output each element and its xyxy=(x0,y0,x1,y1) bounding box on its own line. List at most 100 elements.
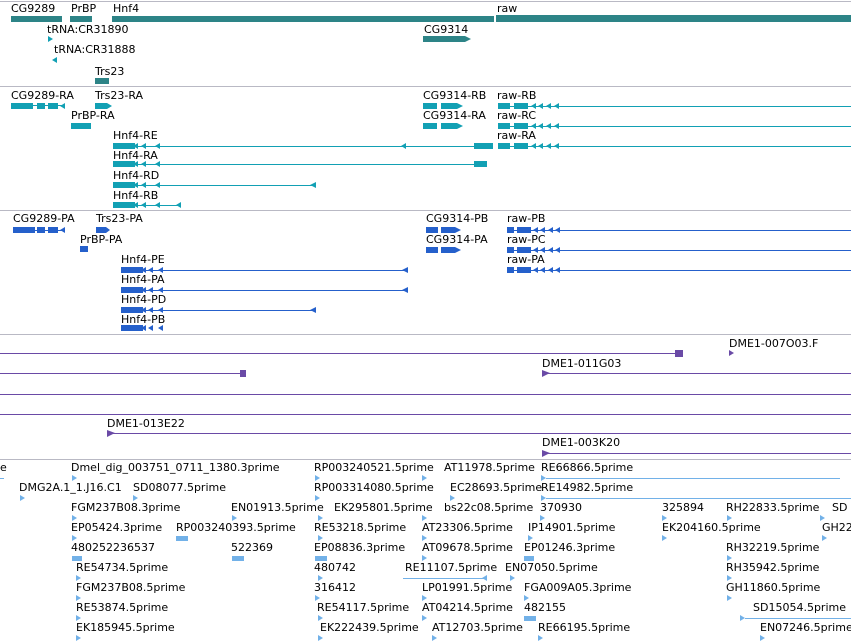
gene-feature-cg9314[interactable] xyxy=(423,36,465,42)
clone-label-dme1-011g03[interactable]: DME1-011G03 xyxy=(542,357,622,370)
gene-label-cg9289[interactable]: CG9289 xyxy=(11,2,56,15)
clone-feature-dme1-011g03[interactable] xyxy=(542,370,851,377)
est-feature[interactable] xyxy=(740,615,745,621)
protein-feature-hnf4-pa[interactable] xyxy=(121,287,408,293)
est-feature[interactable] xyxy=(72,475,77,481)
est-feature[interactable] xyxy=(76,575,81,581)
est-label[interactable]: RP003240521.5prime xyxy=(314,461,434,474)
est-feature[interactable] xyxy=(727,515,732,521)
est-feature[interactable] xyxy=(318,635,323,641)
est-feature[interactable] xyxy=(422,535,427,541)
protein-label-raw-pa[interactable]: raw-PA xyxy=(507,253,545,266)
transcript-label-hnf4-re[interactable]: Hnf4-RE xyxy=(113,129,158,142)
est-label[interactable]: RP003314080.5prime xyxy=(314,481,434,494)
est-label[interactable]: GH22 xyxy=(822,521,851,534)
protein-feature-raw-pc[interactable] xyxy=(507,247,851,253)
protein-label-raw-pc[interactable]: raw-PC xyxy=(507,233,546,246)
gene-label-raw[interactable]: raw xyxy=(497,2,518,15)
est-label[interactable]: EP01246.3prime xyxy=(524,541,616,554)
gene-feature-trna-cr31888[interactable] xyxy=(52,57,57,63)
est-feature[interactable] xyxy=(422,615,427,621)
est-label[interactable]: Dmel_dig_003751_0711_1380.3prime xyxy=(71,461,280,474)
est-label[interactable]: e xyxy=(0,461,7,474)
est-label[interactable]: EP08836.3prime xyxy=(314,541,406,554)
est-feature[interactable] xyxy=(524,616,536,621)
est-feature[interactable] xyxy=(133,495,138,501)
est-label[interactable]: RE11107.5prime xyxy=(405,561,498,574)
est-feature[interactable] xyxy=(315,475,320,481)
est-label[interactable]: LP01991.5prime xyxy=(422,581,513,594)
est-feature[interactable] xyxy=(727,595,732,601)
transcript-label-hnf4-rd[interactable]: Hnf4-RD xyxy=(113,169,160,182)
est-label[interactable]: RE54117.5prime xyxy=(317,601,410,614)
est-feature[interactable] xyxy=(538,635,543,641)
protein-feature-cg9289-pa[interactable] xyxy=(13,227,65,233)
est-feature[interactable] xyxy=(422,555,427,561)
est-feature[interactable] xyxy=(176,536,188,541)
est-label[interactable]: DMG2A.1_1.J16.C1 xyxy=(19,481,122,494)
protein-label-cg9289-pa[interactable]: CG9289-PA xyxy=(13,212,75,225)
est-feature[interactable] xyxy=(450,495,455,501)
est-label[interactable]: RE66866.5prime xyxy=(541,461,634,474)
est-label[interactable]: RH32219.5prime xyxy=(726,541,820,554)
est-label[interactable]: RE54734.5prime xyxy=(76,561,169,574)
transcript-label-prbp-ra[interactable]: PrBP-RA xyxy=(71,109,115,122)
est-label[interactable]: EK185945.5prime xyxy=(76,621,175,634)
est-feature[interactable] xyxy=(760,635,765,641)
protein-feature-prbp-pa[interactable] xyxy=(80,246,88,252)
gene-label-prbp[interactable]: PrBP xyxy=(71,2,97,15)
est-feature[interactable] xyxy=(422,515,427,521)
clone-feature-dme1-003k20[interactable] xyxy=(542,450,851,457)
est-feature[interactable] xyxy=(822,535,827,541)
est-label[interactable]: RE53218.5prime xyxy=(314,521,407,534)
est-feature[interactable] xyxy=(315,595,320,601)
transcript-label-raw-rc[interactable]: raw-RC xyxy=(497,109,537,122)
est-label[interactable]: EN07050.5prime xyxy=(505,561,598,574)
clone-feature-row-2[interactable] xyxy=(0,370,246,377)
transcript-label-raw-ra[interactable]: raw-RA xyxy=(497,129,536,142)
protein-label-trs23-pa[interactable]: Trs23-PA xyxy=(96,212,143,225)
est-feature[interactable] xyxy=(541,475,546,481)
est-label[interactable]: bs22c08.5prime xyxy=(444,501,534,514)
protein-label-hnf4-pe[interactable]: Hnf4-PE xyxy=(121,253,165,266)
est-feature[interactable] xyxy=(524,556,534,561)
est-feature[interactable] xyxy=(541,495,546,501)
est-feature[interactable] xyxy=(727,575,732,581)
transcript-feature-hnf4-ra[interactable] xyxy=(113,161,487,167)
protein-label-cg9314-pb[interactable]: CG9314-PB xyxy=(426,212,489,225)
est-feature[interactable] xyxy=(524,595,529,601)
est-feature[interactable] xyxy=(76,595,81,601)
clone-feature-row-1[interactable] xyxy=(0,350,683,357)
transcript-label-trs23-ra[interactable]: Trs23-RA xyxy=(95,89,144,102)
est-feature[interactable] xyxy=(318,515,323,521)
clone-label-dme1-013e22[interactable]: DME1-013E22 xyxy=(107,417,185,430)
est-feature[interactable] xyxy=(315,495,320,501)
est-label[interactable]: EK204160.5prime xyxy=(662,521,761,534)
est-label[interactable]: SD15054.5prime xyxy=(753,601,846,614)
est-label[interactable]: RH22833.5prime xyxy=(726,501,820,514)
est-feature[interactable] xyxy=(315,556,327,561)
est-label[interactable]: 316412 xyxy=(314,581,356,594)
est-feature[interactable] xyxy=(232,556,244,561)
est-feature[interactable] xyxy=(72,535,77,541)
protein-feature-hnf4-pe[interactable] xyxy=(121,267,408,273)
clone-label-dme1-003k20[interactable]: DME1-003K20 xyxy=(542,436,621,449)
est-feature[interactable] xyxy=(510,575,515,581)
est-label[interactable]: RH35942.5prime xyxy=(726,561,820,574)
transcript-feature-prbp-ra[interactable] xyxy=(71,123,91,129)
protein-label-raw-pb[interactable]: raw-PB xyxy=(507,212,546,225)
est-label[interactable]: FGM237B08.5prime xyxy=(76,581,186,594)
est-label[interactable]: RE53874.5prime xyxy=(76,601,169,614)
est-feature[interactable] xyxy=(432,635,437,641)
gene-feature-trs23[interactable] xyxy=(95,78,109,84)
est-label[interactable]: 480252236537 xyxy=(71,541,155,554)
gene-feature-trna-cr31890[interactable] xyxy=(48,36,53,42)
transcript-feature-cg9314-rb[interactable] xyxy=(423,103,463,109)
transcript-label-cg9289-ra[interactable]: CG9289-RA xyxy=(11,89,74,102)
transcript-feature-raw-rb[interactable] xyxy=(498,103,851,109)
est-feature[interactable] xyxy=(20,495,25,501)
protein-label-cg9314-pa[interactable]: CG9314-PA xyxy=(426,233,488,246)
est-label[interactable]: 522369 xyxy=(231,541,273,554)
gene-feature-raw[interactable] xyxy=(496,15,851,22)
